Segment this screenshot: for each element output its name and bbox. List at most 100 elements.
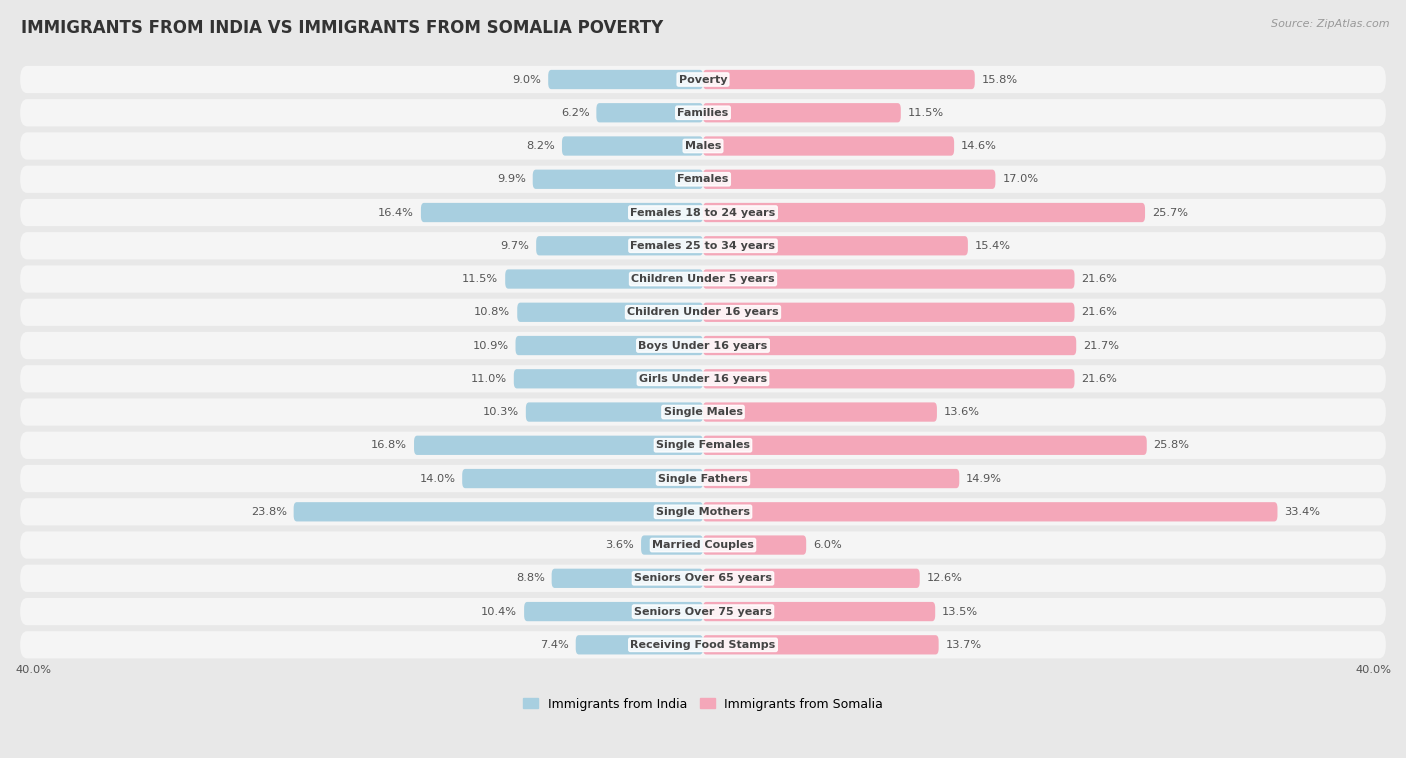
- Legend: Immigrants from India, Immigrants from Somalia: Immigrants from India, Immigrants from S…: [517, 693, 889, 716]
- FancyBboxPatch shape: [413, 436, 703, 455]
- Text: Single Males: Single Males: [664, 407, 742, 417]
- Text: 9.7%: 9.7%: [501, 241, 529, 251]
- Text: 40.0%: 40.0%: [1355, 665, 1391, 675]
- Text: 33.4%: 33.4%: [1284, 507, 1320, 517]
- Text: 15.8%: 15.8%: [981, 74, 1018, 84]
- FancyBboxPatch shape: [20, 199, 1386, 226]
- FancyBboxPatch shape: [562, 136, 703, 155]
- Text: Families: Families: [678, 108, 728, 117]
- Text: 10.9%: 10.9%: [472, 340, 509, 350]
- FancyBboxPatch shape: [703, 103, 901, 122]
- FancyBboxPatch shape: [20, 332, 1386, 359]
- FancyBboxPatch shape: [703, 269, 1074, 289]
- FancyBboxPatch shape: [703, 635, 939, 654]
- Text: 21.6%: 21.6%: [1081, 307, 1118, 318]
- FancyBboxPatch shape: [20, 565, 1386, 592]
- FancyBboxPatch shape: [703, 602, 935, 622]
- Text: 6.2%: 6.2%: [561, 108, 589, 117]
- Text: Single Females: Single Females: [657, 440, 749, 450]
- Text: Single Fathers: Single Fathers: [658, 474, 748, 484]
- Text: 9.9%: 9.9%: [496, 174, 526, 184]
- Text: 3.6%: 3.6%: [606, 540, 634, 550]
- Text: 16.4%: 16.4%: [378, 208, 413, 218]
- FancyBboxPatch shape: [20, 299, 1386, 326]
- FancyBboxPatch shape: [20, 598, 1386, 625]
- FancyBboxPatch shape: [703, 369, 1074, 388]
- FancyBboxPatch shape: [20, 431, 1386, 459]
- FancyBboxPatch shape: [703, 170, 995, 189]
- FancyBboxPatch shape: [703, 535, 806, 555]
- FancyBboxPatch shape: [513, 369, 703, 388]
- Text: Seniors Over 65 years: Seniors Over 65 years: [634, 573, 772, 584]
- Text: 11.5%: 11.5%: [908, 108, 943, 117]
- FancyBboxPatch shape: [703, 469, 959, 488]
- Text: 8.2%: 8.2%: [526, 141, 555, 151]
- Text: Children Under 16 years: Children Under 16 years: [627, 307, 779, 318]
- Text: 11.5%: 11.5%: [463, 274, 498, 284]
- FancyBboxPatch shape: [20, 133, 1386, 160]
- FancyBboxPatch shape: [536, 236, 703, 255]
- FancyBboxPatch shape: [20, 631, 1386, 659]
- Text: 10.4%: 10.4%: [481, 606, 517, 616]
- Text: 13.5%: 13.5%: [942, 606, 979, 616]
- Text: 17.0%: 17.0%: [1002, 174, 1039, 184]
- FancyBboxPatch shape: [20, 365, 1386, 393]
- FancyBboxPatch shape: [703, 502, 1278, 522]
- FancyBboxPatch shape: [20, 465, 1386, 492]
- Text: Boys Under 16 years: Boys Under 16 years: [638, 340, 768, 350]
- FancyBboxPatch shape: [526, 402, 703, 421]
- Text: 9.0%: 9.0%: [512, 74, 541, 84]
- FancyBboxPatch shape: [703, 436, 1147, 455]
- Text: 6.0%: 6.0%: [813, 540, 842, 550]
- FancyBboxPatch shape: [20, 498, 1386, 525]
- Text: 13.6%: 13.6%: [943, 407, 980, 417]
- Text: Females 25 to 34 years: Females 25 to 34 years: [630, 241, 776, 251]
- Text: Seniors Over 75 years: Seniors Over 75 years: [634, 606, 772, 616]
- FancyBboxPatch shape: [20, 99, 1386, 127]
- FancyBboxPatch shape: [703, 568, 920, 588]
- Text: 13.7%: 13.7%: [945, 640, 981, 650]
- FancyBboxPatch shape: [703, 203, 1144, 222]
- Text: Poverty: Poverty: [679, 74, 727, 84]
- Text: 16.8%: 16.8%: [371, 440, 408, 450]
- Text: 25.8%: 25.8%: [1154, 440, 1189, 450]
- FancyBboxPatch shape: [703, 236, 967, 255]
- FancyBboxPatch shape: [551, 568, 703, 588]
- FancyBboxPatch shape: [20, 399, 1386, 426]
- FancyBboxPatch shape: [20, 66, 1386, 93]
- Text: 21.6%: 21.6%: [1081, 374, 1118, 384]
- FancyBboxPatch shape: [703, 302, 1074, 322]
- FancyBboxPatch shape: [20, 232, 1386, 259]
- Text: 7.4%: 7.4%: [540, 640, 569, 650]
- Text: 10.3%: 10.3%: [482, 407, 519, 417]
- Text: Girls Under 16 years: Girls Under 16 years: [638, 374, 768, 384]
- Text: 14.6%: 14.6%: [960, 141, 997, 151]
- Text: Source: ZipAtlas.com: Source: ZipAtlas.com: [1271, 19, 1389, 29]
- FancyBboxPatch shape: [703, 402, 936, 421]
- FancyBboxPatch shape: [20, 265, 1386, 293]
- FancyBboxPatch shape: [516, 336, 703, 356]
- Text: 25.7%: 25.7%: [1152, 208, 1188, 218]
- FancyBboxPatch shape: [463, 469, 703, 488]
- Text: 21.7%: 21.7%: [1083, 340, 1119, 350]
- FancyBboxPatch shape: [575, 635, 703, 654]
- FancyBboxPatch shape: [517, 302, 703, 322]
- FancyBboxPatch shape: [20, 531, 1386, 559]
- Text: Married Couples: Married Couples: [652, 540, 754, 550]
- Text: Females: Females: [678, 174, 728, 184]
- Text: Receiving Food Stamps: Receiving Food Stamps: [630, 640, 776, 650]
- FancyBboxPatch shape: [533, 170, 703, 189]
- Text: Single Mothers: Single Mothers: [657, 507, 749, 517]
- Text: 11.0%: 11.0%: [471, 374, 508, 384]
- FancyBboxPatch shape: [703, 136, 955, 155]
- FancyBboxPatch shape: [641, 535, 703, 555]
- Text: 8.8%: 8.8%: [516, 573, 544, 584]
- FancyBboxPatch shape: [596, 103, 703, 122]
- FancyBboxPatch shape: [505, 269, 703, 289]
- Text: IMMIGRANTS FROM INDIA VS IMMIGRANTS FROM SOMALIA POVERTY: IMMIGRANTS FROM INDIA VS IMMIGRANTS FROM…: [21, 19, 664, 37]
- Text: 40.0%: 40.0%: [15, 665, 51, 675]
- FancyBboxPatch shape: [703, 336, 1076, 356]
- Text: 23.8%: 23.8%: [250, 507, 287, 517]
- FancyBboxPatch shape: [20, 166, 1386, 193]
- Text: Children Under 5 years: Children Under 5 years: [631, 274, 775, 284]
